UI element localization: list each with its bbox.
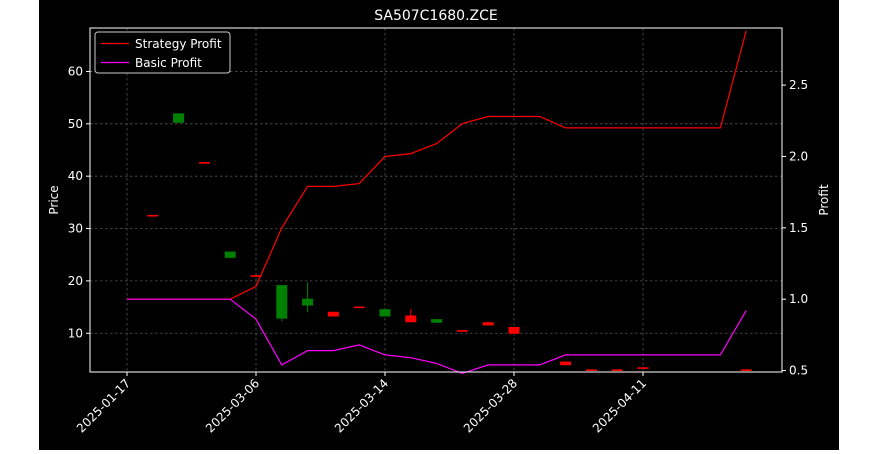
candle-body bbox=[405, 315, 417, 323]
left-tick-label: 40 bbox=[68, 169, 83, 183]
candle-body bbox=[224, 251, 236, 258]
legend: Strategy Profit Basic Profit bbox=[94, 31, 231, 74]
candle-body bbox=[379, 309, 391, 317]
left-tick-label: 60 bbox=[68, 64, 83, 78]
candle-body bbox=[560, 361, 572, 366]
candle-body bbox=[611, 369, 623, 371]
candle-body bbox=[198, 162, 210, 164]
legend-label-basic: Basic Profit bbox=[135, 56, 202, 70]
left-tick-label: 50 bbox=[68, 117, 83, 131]
left-axis: 10 20 30 40 50 60 bbox=[68, 64, 90, 340]
legend-label-strategy: Strategy Profit bbox=[135, 37, 222, 51]
right-axis: 0.5 1.0 1.5 2.0 2.5 bbox=[782, 78, 808, 378]
candle-body bbox=[353, 306, 365, 309]
candle-body bbox=[327, 311, 339, 317]
right-tick-label: 1.0 bbox=[789, 292, 808, 306]
profit-lines bbox=[127, 30, 747, 375]
candle-body bbox=[482, 322, 494, 326]
right-tick-label: 1.5 bbox=[789, 221, 808, 235]
candle-body bbox=[456, 330, 468, 332]
basic-profit-line bbox=[127, 298, 747, 375]
candle-body bbox=[508, 326, 520, 334]
plot-area bbox=[90, 28, 782, 372]
candle-body bbox=[276, 285, 288, 319]
right-tick-label: 2.0 bbox=[789, 149, 808, 163]
candle-body bbox=[585, 369, 597, 371]
plot-frame bbox=[89, 27, 783, 373]
left-tick-label: 20 bbox=[68, 274, 83, 288]
chart-title: SA507C1680.ZCE bbox=[374, 8, 498, 24]
left-tick-label: 10 bbox=[68, 326, 83, 340]
candle-body bbox=[147, 214, 159, 217]
right-axis-label: Profit bbox=[817, 184, 831, 216]
left-tick-label: 30 bbox=[68, 222, 83, 236]
candles bbox=[147, 113, 752, 371]
candle-body bbox=[740, 369, 752, 371]
candle-body bbox=[250, 275, 262, 277]
left-axis-label: Price bbox=[47, 185, 61, 214]
right-tick-label: 2.5 bbox=[789, 78, 808, 92]
candle-body bbox=[302, 298, 314, 306]
candle-body bbox=[637, 367, 649, 369]
candle-body bbox=[431, 319, 443, 323]
candle-body bbox=[173, 113, 185, 123]
right-tick-label: 0.5 bbox=[789, 364, 808, 378]
